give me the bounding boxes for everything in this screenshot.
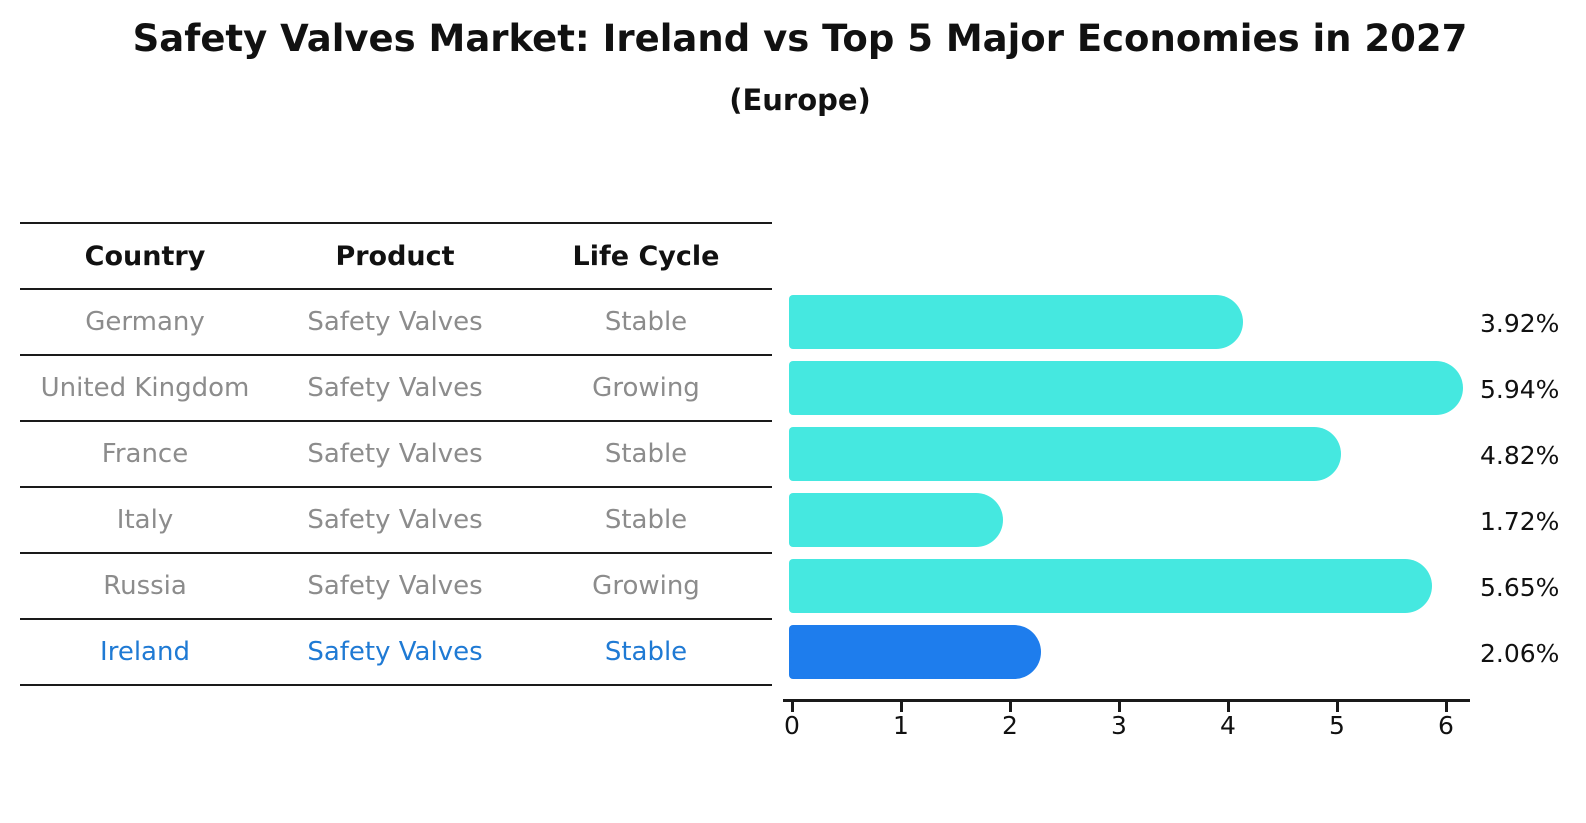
value-label-ireland: 2.06% (1480, 639, 1560, 668)
value-label-germany: 3.92% (1480, 309, 1560, 338)
x-axis-line (783, 699, 1470, 702)
cell-life-cycle: Stable (604, 439, 688, 469)
cell-country: Germany (85, 307, 205, 337)
table-row-ireland: Ireland Safety Valves Stable (20, 620, 772, 686)
table-row-united-kingdom: United Kingdom Safety Valves Growing (20, 356, 772, 422)
cell-country: Russia (103, 571, 187, 601)
x-axis-tick-label: 3 (1111, 711, 1127, 740)
bar-france (789, 427, 1341, 481)
cell-life-cycle: Stable (604, 637, 688, 667)
x-axis-tick (791, 702, 794, 712)
column-header-product: Product (335, 240, 455, 272)
chart-subtitle: (Europe) (729, 83, 871, 117)
column-header-life-cycle: Life Cycle (572, 240, 720, 272)
bar-italy (789, 493, 1003, 547)
x-axis-tick-label: 1 (893, 711, 909, 740)
cell-product: Safety Valves (307, 373, 483, 403)
cell-country: France (101, 439, 189, 469)
value-label-united-kingdom: 5.94% (1480, 375, 1560, 404)
value-label-france: 4.82% (1480, 441, 1560, 470)
cell-product: Safety Valves (307, 571, 483, 601)
value-label-russia: 5.65% (1480, 573, 1560, 602)
x-axis-tick (1445, 702, 1448, 712)
x-axis-tick (1227, 702, 1230, 712)
table-body: Germany Safety Valves Stable United Kingdom… (20, 290, 772, 686)
bar-ireland (789, 625, 1041, 679)
table-header-row: Country Product Life Cycle (20, 224, 772, 290)
cell-product: Safety Valves (307, 505, 483, 535)
table-row-france: France Safety Valves Stable (20, 422, 772, 488)
cell-product: Safety Valves (307, 637, 483, 667)
cell-life-cycle: Stable (604, 505, 688, 535)
x-axis-tick (1336, 702, 1339, 712)
bar-germany (789, 295, 1243, 349)
table-row-germany: Germany Safety Valves Stable (20, 290, 772, 356)
cell-life-cycle: Growing (592, 373, 700, 403)
cell-life-cycle: Stable (604, 307, 688, 337)
cell-life-cycle: Growing (592, 571, 700, 601)
x-axis-tick (1118, 702, 1121, 712)
table-row-italy: Italy Safety Valves Stable (20, 488, 772, 554)
value-label-italy: 1.72% (1480, 507, 1560, 536)
column-header-country: Country (84, 240, 206, 272)
x-axis-tick (1009, 702, 1012, 712)
cell-country: Italy (116, 505, 174, 535)
x-axis-tick (900, 702, 903, 712)
cell-product: Safety Valves (307, 307, 483, 337)
bar-russia (789, 559, 1432, 613)
bar-united-kingdom (789, 361, 1463, 415)
chart-title: Safety Valves Market: Ireland vs Top 5 M… (132, 17, 1468, 60)
cell-country: Ireland (100, 637, 190, 667)
x-axis-tick-label: 6 (1438, 711, 1454, 740)
cell-country: United Kingdom (40, 373, 250, 403)
x-axis-tick-label: 0 (784, 711, 800, 740)
table-row-russia: Russia Safety Valves Growing (20, 554, 772, 620)
x-axis-tick-label: 4 (1220, 711, 1236, 740)
cell-product: Safety Valves (307, 439, 483, 469)
x-axis-tick-label: 5 (1329, 711, 1345, 740)
country-table: Country Product Life Cycle Germany Safety… (20, 222, 772, 686)
x-axis-tick-label: 2 (1002, 711, 1018, 740)
